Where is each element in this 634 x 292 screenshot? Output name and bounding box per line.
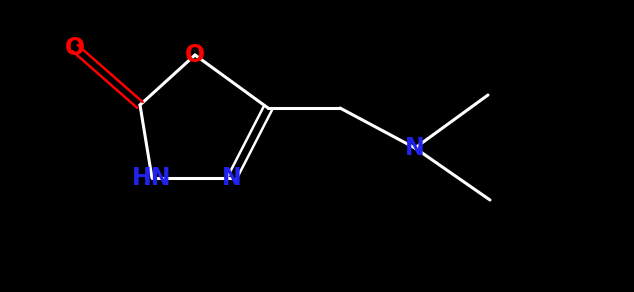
Text: O: O	[65, 36, 85, 60]
Text: O: O	[185, 43, 205, 67]
Text: N: N	[222, 166, 242, 190]
Text: HN: HN	[133, 166, 172, 190]
Text: N: N	[405, 136, 425, 160]
